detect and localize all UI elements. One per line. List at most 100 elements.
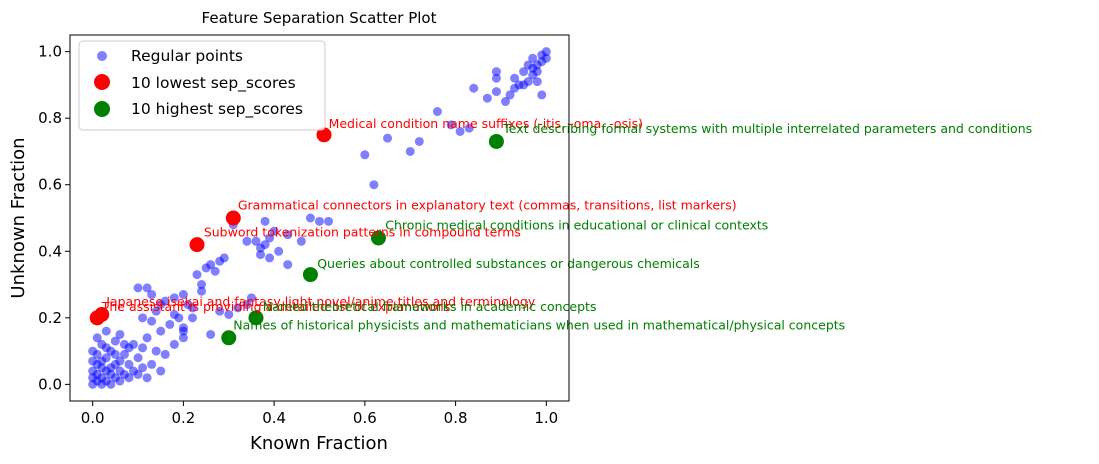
regular-point xyxy=(523,60,533,70)
regular-point xyxy=(192,270,202,280)
y-tick-label: 0.6 xyxy=(38,176,62,194)
lowest-sep-point xyxy=(316,127,332,143)
regular-point xyxy=(219,253,229,263)
regular-point xyxy=(510,73,520,83)
regular-point xyxy=(110,336,120,346)
regular-point xyxy=(464,123,474,133)
regular-point xyxy=(274,246,284,256)
regular-point xyxy=(160,349,170,359)
regular-point xyxy=(260,216,270,226)
regular-point xyxy=(197,286,207,296)
regular-point xyxy=(491,67,501,77)
lowest-sep-point xyxy=(225,210,241,226)
regular-point xyxy=(138,363,148,373)
regular-point xyxy=(383,133,393,143)
regular-point xyxy=(283,230,293,240)
regular-point xyxy=(142,373,152,383)
regular-point xyxy=(369,180,379,190)
regular-point xyxy=(142,283,152,293)
regular-point xyxy=(469,83,479,93)
annotation-lowest: Japanese isekai and fantasy light novel/… xyxy=(105,294,536,309)
legend-box xyxy=(78,40,326,131)
legend: Regular points 10 lowest sep_scores 10 h… xyxy=(78,40,326,131)
regular-point xyxy=(147,316,157,326)
highest-sep-point xyxy=(248,310,264,326)
y-axis-label: Unknown Fraction xyxy=(8,137,29,298)
regular-point xyxy=(133,283,143,293)
regular-point xyxy=(165,319,175,329)
regular-point xyxy=(500,97,510,107)
annotation-highest: Names of historical physicists and mathe… xyxy=(233,317,845,332)
regular-point xyxy=(156,326,166,336)
regular-point xyxy=(206,329,216,339)
regular-point xyxy=(115,376,125,386)
regular-point xyxy=(119,349,129,359)
regular-point xyxy=(541,53,551,63)
regular-point xyxy=(133,353,143,363)
regular-point xyxy=(242,300,252,310)
regular-point xyxy=(187,313,197,323)
regular-point xyxy=(532,77,542,87)
regular-point xyxy=(251,236,261,246)
regular-point xyxy=(129,339,139,349)
regular-point xyxy=(215,306,225,316)
y-tick-label: 1.0 xyxy=(38,43,62,61)
regular-point xyxy=(183,300,193,310)
regular-point xyxy=(92,349,102,359)
annotation-highest: Chronic medical conditions in educationa… xyxy=(385,218,768,233)
y-tick-label: 0.4 xyxy=(38,242,62,260)
regular-point xyxy=(405,146,415,156)
regular-point xyxy=(224,309,234,319)
regular-point xyxy=(97,373,107,383)
regular-point xyxy=(491,87,501,97)
regular-point xyxy=(115,356,125,366)
legend-label-regular: Regular points xyxy=(131,47,243,65)
regular-point xyxy=(169,293,179,303)
regular-point xyxy=(92,333,102,343)
regular-point xyxy=(491,73,501,83)
regular-point xyxy=(151,346,161,356)
regular-point xyxy=(256,250,266,260)
chart-title: Feature Separation Scatter Plot xyxy=(202,9,437,27)
regular-point xyxy=(101,343,111,353)
lowest-sep-point xyxy=(89,310,105,326)
regular-point xyxy=(147,359,157,369)
regular-point xyxy=(242,236,252,246)
regular-point xyxy=(178,323,188,333)
regular-point xyxy=(101,326,111,336)
regular-point xyxy=(110,349,120,359)
regular-point xyxy=(519,67,529,77)
regular-point xyxy=(174,313,184,323)
regular-point xyxy=(532,67,542,77)
regular-point xyxy=(142,333,152,343)
points-layer xyxy=(88,47,551,389)
lowest-sep-point xyxy=(189,237,205,253)
regular-point xyxy=(206,260,216,270)
regular-point xyxy=(147,290,157,300)
regular-point xyxy=(88,356,98,366)
annotation-lowest: Grammatical connectors in explanatory te… xyxy=(238,198,737,213)
x-tick-label: 0.2 xyxy=(171,409,195,427)
y-tick-label: 0.2 xyxy=(38,309,62,327)
legend-marker-highest xyxy=(94,101,110,117)
regular-point xyxy=(124,359,134,369)
regular-point xyxy=(178,333,188,343)
regular-point xyxy=(482,93,492,103)
regular-point xyxy=(528,53,538,63)
regular-point xyxy=(133,369,143,379)
annotation-lowest: Medical condition name suffixes (-itis, … xyxy=(329,116,643,131)
regular-point xyxy=(360,150,370,160)
regular-point xyxy=(106,379,116,389)
regular-point xyxy=(97,363,107,373)
regular-point xyxy=(505,90,515,100)
annotation-lowest: The assistant is providing a detailed li… xyxy=(101,299,450,314)
y-axis-ticks: 0.0 0.2 0.4 0.6 0.8 1.0 xyxy=(38,43,70,393)
highest-sep-point xyxy=(370,230,386,246)
regular-point xyxy=(523,77,533,87)
regular-point xyxy=(106,369,116,379)
regular-point xyxy=(414,136,424,146)
legend-label-highest: 10 highest sep_scores xyxy=(131,100,303,119)
regular-point xyxy=(115,329,125,339)
highest-sep-point xyxy=(488,133,504,149)
